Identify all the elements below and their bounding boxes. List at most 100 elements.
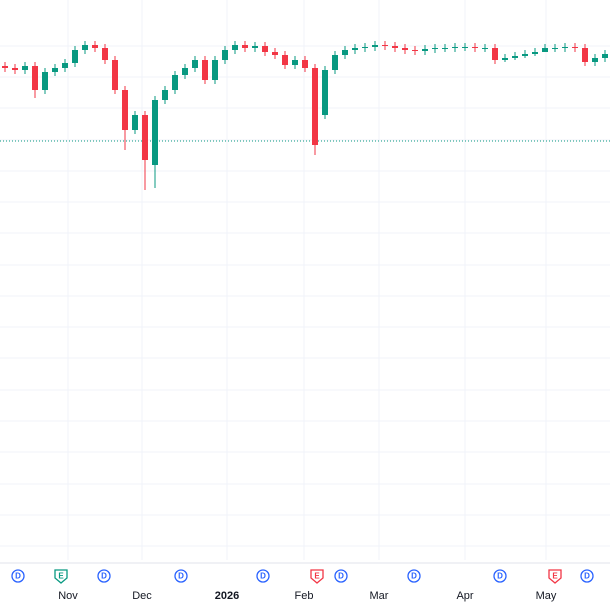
candle-body	[212, 60, 218, 80]
candle-body	[82, 45, 88, 50]
x-tick-label: 2026	[215, 590, 239, 602]
candle-body	[142, 115, 148, 160]
candle-body	[352, 48, 358, 50]
event-marker: E	[54, 569, 68, 584]
candle-body	[52, 68, 58, 72]
event-label: E	[58, 572, 64, 581]
candle-body	[342, 50, 348, 55]
event-badge	[493, 569, 507, 583]
candle-body	[152, 100, 158, 165]
candle-body	[32, 66, 38, 90]
candle-body	[522, 54, 528, 56]
x-tick-label: Feb	[295, 590, 314, 602]
candle-body	[2, 66, 8, 68]
candle-body	[92, 45, 98, 48]
event-marker: E	[548, 569, 562, 584]
event-marker: D	[174, 569, 188, 583]
candle-body	[252, 46, 258, 48]
candle-body	[602, 54, 608, 58]
event-badge	[548, 569, 562, 584]
event-marker: D	[334, 569, 348, 583]
candle-body	[472, 47, 478, 48]
event-label: D	[584, 572, 590, 581]
candle-body	[582, 48, 588, 62]
candle-body	[382, 45, 388, 46]
event-label: D	[101, 572, 107, 581]
candle-body	[412, 50, 418, 51]
candle-body	[102, 48, 108, 60]
candle-body	[12, 68, 18, 70]
candle-body	[362, 47, 368, 48]
event-label: E	[552, 572, 558, 581]
event-badge	[174, 569, 188, 583]
event-label: D	[15, 572, 21, 581]
candle-body	[482, 48, 488, 49]
x-tick-label: Nov	[58, 590, 78, 602]
candle-body	[202, 60, 208, 80]
candle-body	[62, 63, 68, 68]
candle-body	[112, 60, 118, 90]
event-marker: E	[310, 569, 324, 584]
candle-body	[492, 48, 498, 60]
candle-body	[372, 45, 378, 47]
event-badge	[580, 569, 594, 583]
candle-body	[422, 49, 428, 51]
event-badge	[97, 569, 111, 583]
candle-body	[292, 60, 298, 65]
event-badge	[54, 569, 68, 584]
candle-body	[532, 52, 538, 54]
event-label: E	[314, 572, 320, 581]
candle-body	[132, 115, 138, 130]
candle-body	[192, 60, 198, 68]
candle-body	[262, 46, 268, 52]
candle-body	[392, 46, 398, 48]
candle-body	[172, 75, 178, 90]
candle-body	[552, 48, 558, 49]
event-badge	[407, 569, 421, 583]
event-label: D	[338, 572, 344, 581]
candle-body	[122, 90, 128, 130]
event-label: D	[411, 572, 417, 581]
candle-body	[232, 45, 238, 50]
candle-body	[72, 50, 78, 63]
candle-body	[462, 47, 468, 48]
x-tick-label: Mar	[370, 590, 389, 602]
event-marker: D	[11, 569, 25, 583]
candle-body	[162, 90, 168, 100]
candle-body	[512, 56, 518, 58]
candle-body	[22, 66, 28, 70]
candle-body	[402, 48, 408, 50]
candle-body	[452, 47, 458, 48]
candle-body	[182, 68, 188, 75]
candle-body	[312, 68, 318, 145]
event-label: D	[178, 572, 184, 581]
event-marker: D	[97, 569, 111, 583]
candle-body	[272, 52, 278, 55]
event-marker: D	[256, 569, 270, 583]
candle-body	[562, 47, 568, 48]
event-badge	[334, 569, 348, 583]
candle-body	[502, 58, 508, 60]
event-marker: D	[407, 569, 421, 583]
event-label: D	[260, 572, 266, 581]
candle-body	[242, 45, 248, 48]
event-marker: D	[580, 569, 594, 583]
candle-body	[542, 48, 548, 52]
candle-body	[42, 72, 48, 90]
candle-body	[332, 55, 338, 70]
candle-body	[592, 58, 598, 62]
event-marker: D	[493, 569, 507, 583]
event-badge	[310, 569, 324, 584]
candle-body	[572, 47, 578, 48]
event-badge	[256, 569, 270, 583]
x-tick-label: May	[536, 590, 557, 602]
candle-body	[432, 48, 438, 49]
candle-body	[222, 50, 228, 60]
candle-body	[282, 55, 288, 65]
event-badge	[11, 569, 25, 583]
x-tick-label: Apr	[456, 590, 473, 602]
candle-body	[442, 48, 448, 49]
x-tick-label: Dec	[132, 590, 152, 602]
candle-body	[302, 60, 308, 68]
